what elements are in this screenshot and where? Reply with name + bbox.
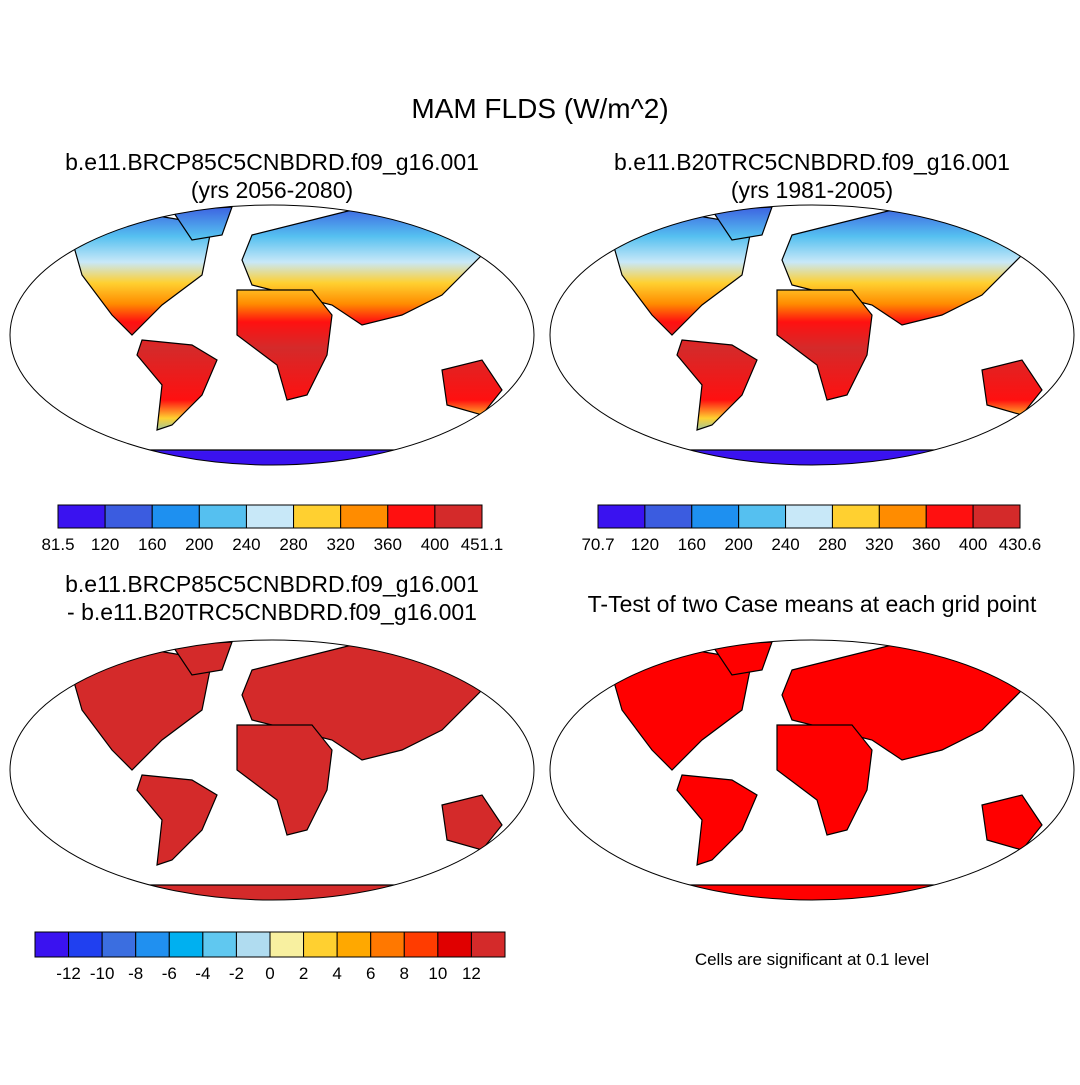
colorbar-box — [831, 504, 880, 529]
colorbar-label: 160 — [138, 535, 166, 554]
map — [549, 639, 1075, 901]
colorbar-label: -6 — [162, 964, 177, 983]
panel-title: (yrs 1981-2005) — [731, 177, 893, 203]
figure-title: MAM FLDS (W/m^2) — [411, 93, 668, 124]
colorbar-label: 70.7 — [581, 535, 614, 554]
colorbar-box — [691, 504, 740, 529]
colorbar-label: 12 — [462, 964, 481, 983]
colorbar-box — [269, 931, 305, 958]
colorbar-box — [387, 504, 436, 529]
colorbar-box — [68, 931, 103, 958]
colorbar-label: 120 — [631, 535, 659, 554]
panel-title: b.e11.B20TRC5CNBDRD.f09_g16.001 — [614, 149, 1010, 175]
colorbar-label: 240 — [771, 535, 799, 554]
panel-title: b.e11.BRCP85C5CNBDRD.f09_g16.001 — [65, 149, 479, 175]
colorbar-box — [785, 504, 833, 529]
colorbar-label: 320 — [326, 535, 354, 554]
colorbar-box — [34, 931, 70, 958]
map — [9, 204, 535, 466]
colorbar-box — [303, 931, 338, 958]
colorbar-label: 160 — [678, 535, 706, 554]
colorbar-box — [235, 931, 271, 958]
colorbar-label: 280 — [279, 535, 307, 554]
colorbar-label: 400 — [421, 535, 449, 554]
colorbar-box — [370, 931, 405, 958]
colorbar-box — [597, 504, 646, 529]
colorbar-label: -4 — [195, 964, 210, 983]
colorbar-box — [738, 504, 787, 529]
colorbar-box — [57, 504, 106, 529]
colorbar-label: 451.1 — [461, 535, 504, 554]
colorbar-box — [644, 504, 693, 529]
panel-title: b.e11.BRCP85C5CNBDRD.f09_g16.001 — [65, 571, 479, 597]
colorbar-label: 400 — [959, 535, 987, 554]
colorbar-label: 120 — [91, 535, 119, 554]
colorbar-box — [293, 504, 342, 529]
colorbar-box — [437, 931, 472, 958]
colorbar-box — [925, 504, 974, 529]
colorbar-label: 360 — [374, 535, 402, 554]
panel-title: - b.e11.B20TRC5CNBDRD.f09_g16.001 — [67, 599, 477, 625]
colorbar-label: 81.5 — [41, 535, 74, 554]
colorbar-label: 430.6 — [999, 535, 1042, 554]
colorbar-label: -8 — [128, 964, 143, 983]
colorbar-box — [878, 504, 927, 529]
colorbar-label: 10 — [428, 964, 447, 983]
colorbar-box — [972, 504, 1021, 529]
colorbar-box — [245, 504, 295, 529]
colorbar-label: -2 — [229, 964, 244, 983]
panel-title: T-Test of two Case means at each grid po… — [588, 591, 1037, 617]
colorbar-label: 360 — [912, 535, 940, 554]
colorbar-label: 2 — [299, 964, 308, 983]
map — [9, 639, 535, 901]
colorbar-box — [151, 504, 200, 529]
colorbar-label: 320 — [865, 535, 893, 554]
colorbar-box — [202, 931, 237, 958]
colorbar-box — [198, 504, 247, 529]
colorbar-box — [470, 931, 506, 958]
colorbar-box — [168, 931, 204, 958]
panel-title: (yrs 2056-2080) — [191, 177, 353, 203]
colorbar-label: 240 — [232, 535, 260, 554]
colorbar-label: -10 — [90, 964, 115, 983]
colorbar-box — [101, 931, 137, 958]
colorbar-label: -12 — [56, 964, 81, 983]
colorbar-box — [340, 504, 389, 529]
note: Cells are significant at 0.1 level — [695, 950, 929, 969]
colorbar-label: 0 — [265, 964, 274, 983]
colorbar-label: 4 — [332, 964, 341, 983]
colorbar-box — [336, 931, 372, 958]
colorbar-label: 8 — [400, 964, 409, 983]
colorbar-label: 6 — [366, 964, 375, 983]
colorbar-box — [135, 931, 170, 958]
map — [549, 204, 1075, 466]
colorbar-label: 200 — [185, 535, 213, 554]
colorbar-box — [434, 504, 483, 529]
colorbar-box — [104, 504, 153, 529]
colorbar-label: 280 — [818, 535, 846, 554]
colorbar-box — [403, 931, 439, 958]
colorbar-label: 200 — [724, 535, 752, 554]
